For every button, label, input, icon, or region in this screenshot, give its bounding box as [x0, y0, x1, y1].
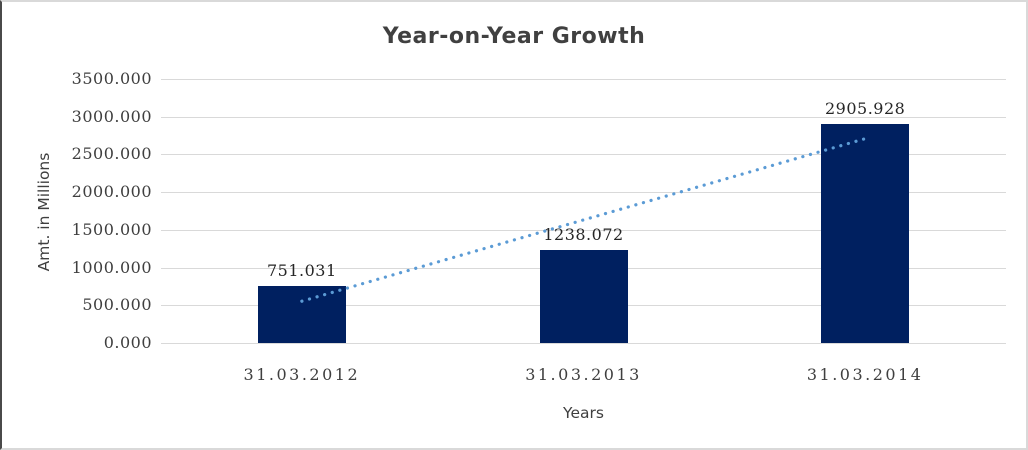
gridline	[161, 229, 1006, 231]
plot-area: 751.031 1238.072 2905.928	[161, 79, 1006, 344]
trendline-path	[300, 137, 867, 303]
gridline	[161, 154, 1006, 156]
bar-value-label: 751.031	[266, 261, 337, 281]
y-tick-label: 500.000	[82, 295, 152, 315]
y-tick-label: 0.000	[103, 333, 152, 352]
y-tick-label: 2500.000	[71, 144, 152, 164]
chart-title: Year-on-Year Growth	[382, 24, 646, 49]
bar	[257, 286, 346, 343]
gridline	[161, 116, 1006, 118]
x-axis-title: Years	[563, 404, 604, 422]
x-tick-label: 31.03.2013	[525, 365, 642, 384]
y-tick-label: 1000.000	[71, 257, 152, 277]
x-tick-label: 31.03.2012	[243, 365, 361, 384]
gridline	[161, 192, 1006, 194]
gridline	[161, 343, 1006, 344]
y-tick-label: 1500.000	[71, 219, 152, 239]
bar-value-label: 2905.928	[824, 98, 906, 118]
bar-value-label: 1238.072	[543, 224, 624, 244]
gridline	[161, 79, 1006, 80]
x-tick-label: 31.03.2014	[806, 365, 924, 384]
bar	[821, 123, 910, 343]
y-tick-label: 3500.000	[71, 69, 152, 88]
y-tick-label: 2000.000	[71, 182, 152, 202]
bar	[539, 249, 628, 343]
y-tick-label: 3000.000	[71, 106, 152, 126]
y-axis-title: Amt. in Millions	[35, 152, 53, 272]
trendline	[300, 137, 867, 303]
